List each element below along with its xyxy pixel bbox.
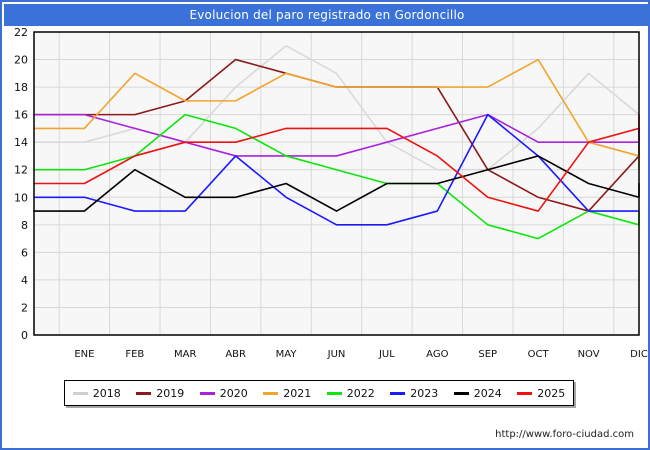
plot-border	[33, 31, 640, 336]
plot-background	[34, 32, 639, 335]
legend-label: 2022	[346, 386, 375, 400]
legend-label: 2018	[92, 386, 121, 400]
y-axis-tick-label: 22	[14, 26, 28, 39]
x-axis-tick-label: MAY	[276, 349, 298, 360]
x-axis-tick-label: ENE	[74, 349, 94, 360]
y-axis-tick-label: 10	[14, 191, 28, 204]
x-axis-tick-label: MAR	[174, 349, 196, 360]
legend-item-2023[interactable]: 2023	[390, 387, 438, 400]
x-axis-tick-label: AGO	[426, 349, 448, 360]
x-axis-tick-label: FEB	[125, 349, 144, 360]
y-axis-tick-label: 0	[21, 329, 28, 342]
legend-label: 2021	[283, 386, 312, 400]
legend-item-2024[interactable]: 2024	[453, 386, 502, 400]
legend-label: 2020	[219, 386, 248, 400]
y-axis-tick-label: 18	[14, 81, 28, 94]
series-line-2025[interactable]	[33, 113, 640, 212]
chart-plot-area: 0 2 4 6 8 10 12 14 16 18 20 22 ENE FEB MAR ABR MAY JUN JUL…	[2, 26, 650, 376]
legend-label: 2023	[410, 386, 439, 400]
legend-label: 2019	[156, 386, 185, 400]
source-url: http://www.foro-ciudad.com	[495, 429, 634, 440]
y-axis-tick-label: 8	[21, 219, 28, 232]
y-axis-tick-label: 2	[21, 301, 28, 314]
legend-item-2022[interactable]: 2022	[326, 386, 375, 400]
legend-item-2021[interactable]: 2021	[263, 387, 311, 400]
legend-swatch-icon	[263, 391, 279, 395]
line-chart: 0 2 4 6 8 10 12 14 16 18 20 22 ENE FEB MAR ABR MAY JUN JUL…	[14, 26, 648, 360]
legend-label: 2025	[537, 386, 566, 400]
series-line-2024[interactable]	[33, 155, 640, 212]
legend-swatch-icon	[390, 391, 406, 395]
y-axis-tick-label: 14	[14, 136, 28, 149]
x-axis-tick-label: ABR	[225, 349, 246, 360]
x-axis-tick-label: SEP	[478, 349, 497, 360]
series-line-2020[interactable]	[33, 113, 640, 157]
series-line-2021[interactable]	[33, 58, 640, 171]
legend-label: 2024	[473, 386, 502, 400]
x-axis-tick-label: OCT	[528, 349, 550, 360]
legend-swatch-icon	[199, 391, 215, 395]
legend-swatch-icon	[517, 391, 533, 395]
page-title: Evolucion del paro registrado en Gordonc…	[189, 8, 465, 22]
y-axis-tick-label: 20	[14, 54, 28, 67]
y-axis-tick-label: 12	[14, 164, 28, 177]
chart-legend: 2018 2019 2020 2021 2022 2023 2024 2025	[64, 380, 574, 406]
legend-item-2019[interactable]: 2019	[136, 387, 184, 400]
x-axis-tick-label: NOV	[578, 349, 600, 360]
legend-swatch-icon	[136, 391, 152, 395]
legend-swatch-icon	[453, 391, 469, 395]
legend-item-2020[interactable]: 2020	[199, 386, 248, 400]
x-axis-tick-label: JUN	[327, 349, 346, 360]
x-axis-tick-label: JUL	[378, 349, 395, 360]
y-axis-tick-label: 4	[21, 274, 28, 287]
x-axis-tick-label: DIC	[630, 349, 648, 360]
series-line-2022[interactable]	[33, 113, 640, 240]
y-axis-tick-label: 16	[14, 109, 28, 122]
legend-swatch-icon	[72, 391, 88, 395]
legend-swatch-icon	[326, 391, 342, 395]
legend-item-2018[interactable]: 2018	[72, 386, 121, 400]
window-title-bar: Evolucion del paro registrado en Gordonc…	[4, 4, 650, 26]
legend-item-2025[interactable]: 2025	[517, 387, 565, 400]
y-axis-tick-label: 6	[21, 246, 28, 259]
